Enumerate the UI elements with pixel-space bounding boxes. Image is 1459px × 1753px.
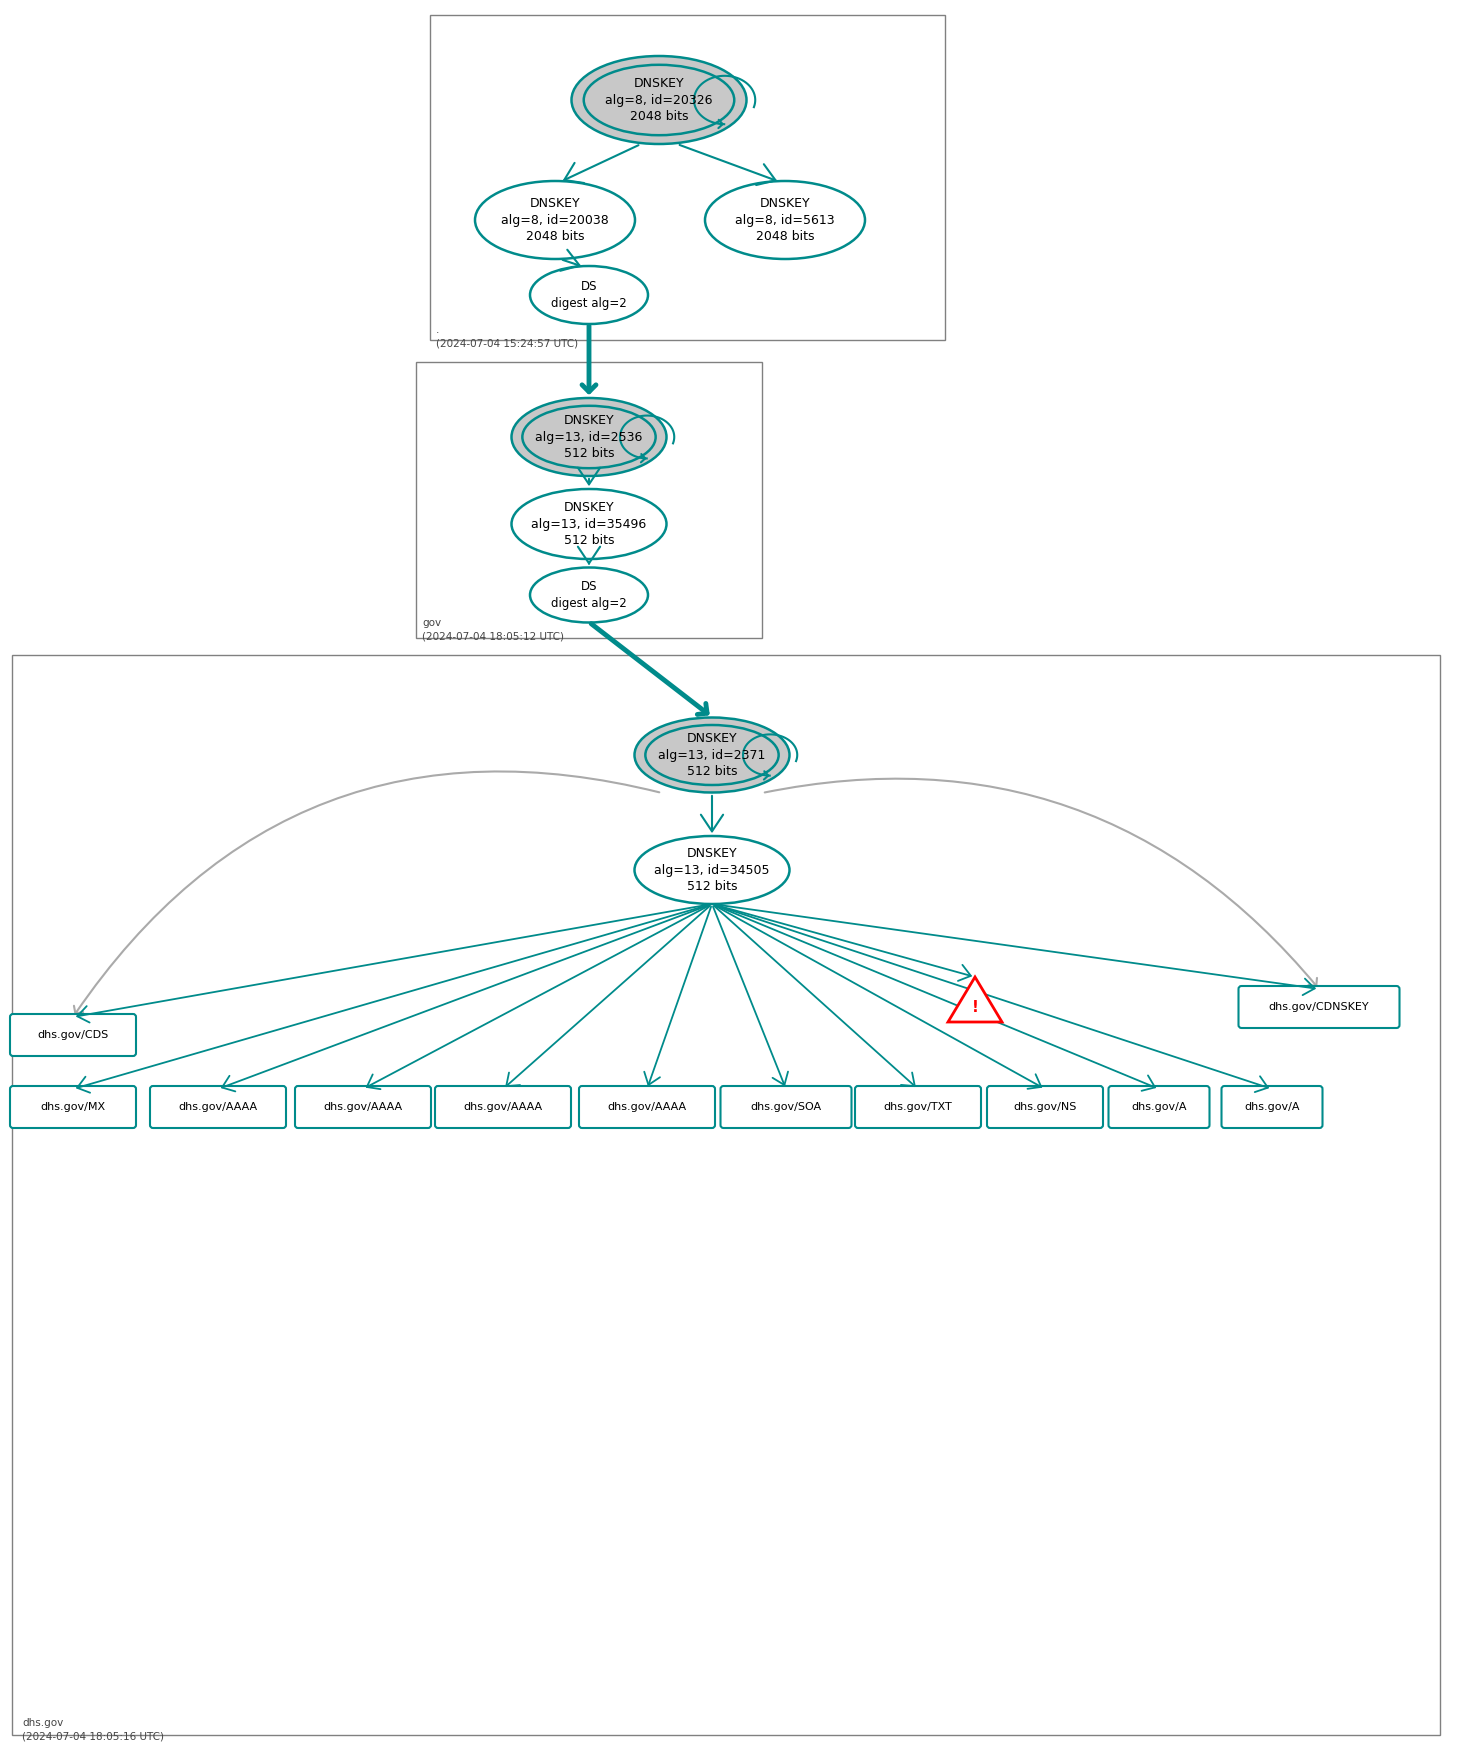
- Text: dhs.gov/NS: dhs.gov/NS: [1014, 1103, 1077, 1111]
- Bar: [12, 656, 1440, 1735]
- FancyBboxPatch shape: [150, 1087, 286, 1127]
- Bar: [416, 363, 762, 638]
- Ellipse shape: [635, 836, 789, 905]
- FancyBboxPatch shape: [855, 1087, 980, 1127]
- Ellipse shape: [635, 717, 789, 792]
- Ellipse shape: [512, 489, 667, 559]
- Ellipse shape: [530, 568, 648, 622]
- FancyBboxPatch shape: [579, 1087, 715, 1127]
- Text: DS
digest alg=2: DS digest alg=2: [552, 580, 627, 610]
- Ellipse shape: [705, 181, 865, 259]
- Text: DS
digest alg=2: DS digest alg=2: [552, 280, 627, 310]
- Text: dhs.gov/AAAA: dhs.gov/AAAA: [178, 1103, 258, 1111]
- Text: .
(2024-07-04 15:24:57 UTC): . (2024-07-04 15:24:57 UTC): [436, 324, 578, 349]
- Text: dhs.gov/A: dhs.gov/A: [1245, 1103, 1300, 1111]
- Text: dhs.gov/AAAA: dhs.gov/AAAA: [464, 1103, 543, 1111]
- Ellipse shape: [530, 266, 648, 324]
- Text: DNSKEY
alg=13, id=2536
512 bits: DNSKEY alg=13, id=2536 512 bits: [535, 414, 642, 459]
- Text: dhs.gov/MX: dhs.gov/MX: [41, 1103, 105, 1111]
- Text: dhs.gov
(2024-07-04 18:05:16 UTC): dhs.gov (2024-07-04 18:05:16 UTC): [22, 1718, 163, 1741]
- Ellipse shape: [572, 56, 747, 144]
- Text: DNSKEY
alg=13, id=35496
512 bits: DNSKEY alg=13, id=35496 512 bits: [531, 501, 646, 547]
- Text: dhs.gov/SOA: dhs.gov/SOA: [750, 1103, 821, 1111]
- Text: DNSKEY
alg=8, id=5613
2048 bits: DNSKEY alg=8, id=5613 2048 bits: [735, 196, 835, 244]
- FancyBboxPatch shape: [10, 1013, 136, 1055]
- Text: !: !: [972, 999, 979, 1015]
- Ellipse shape: [512, 398, 667, 477]
- FancyBboxPatch shape: [435, 1087, 570, 1127]
- Bar: [430, 16, 945, 340]
- Text: gov
(2024-07-04 18:05:12 UTC): gov (2024-07-04 18:05:12 UTC): [422, 619, 565, 642]
- Text: dhs.gov/AAAA: dhs.gov/AAAA: [607, 1103, 687, 1111]
- Polygon shape: [948, 976, 1002, 1022]
- Text: DNSKEY
alg=13, id=34505
512 bits: DNSKEY alg=13, id=34505 512 bits: [654, 847, 770, 892]
- FancyBboxPatch shape: [721, 1087, 852, 1127]
- FancyBboxPatch shape: [1221, 1087, 1322, 1127]
- Text: dhs.gov/TXT: dhs.gov/TXT: [884, 1103, 953, 1111]
- Text: DNSKEY
alg=13, id=2371
512 bits: DNSKEY alg=13, id=2371 512 bits: [658, 733, 766, 778]
- Text: DNSKEY
alg=8, id=20326
2048 bits: DNSKEY alg=8, id=20326 2048 bits: [605, 77, 713, 123]
- Text: DNSKEY
alg=8, id=20038
2048 bits: DNSKEY alg=8, id=20038 2048 bits: [500, 196, 608, 244]
- Ellipse shape: [476, 181, 635, 259]
- FancyBboxPatch shape: [10, 1087, 136, 1127]
- FancyBboxPatch shape: [986, 1087, 1103, 1127]
- Text: dhs.gov/A: dhs.gov/A: [1131, 1103, 1186, 1111]
- FancyBboxPatch shape: [1109, 1087, 1210, 1127]
- FancyBboxPatch shape: [1239, 985, 1399, 1027]
- Text: dhs.gov/CDNSKEY: dhs.gov/CDNSKEY: [1269, 1003, 1370, 1011]
- Text: dhs.gov/CDS: dhs.gov/CDS: [38, 1031, 108, 1040]
- Text: dhs.gov/AAAA: dhs.gov/AAAA: [324, 1103, 403, 1111]
- FancyBboxPatch shape: [295, 1087, 430, 1127]
